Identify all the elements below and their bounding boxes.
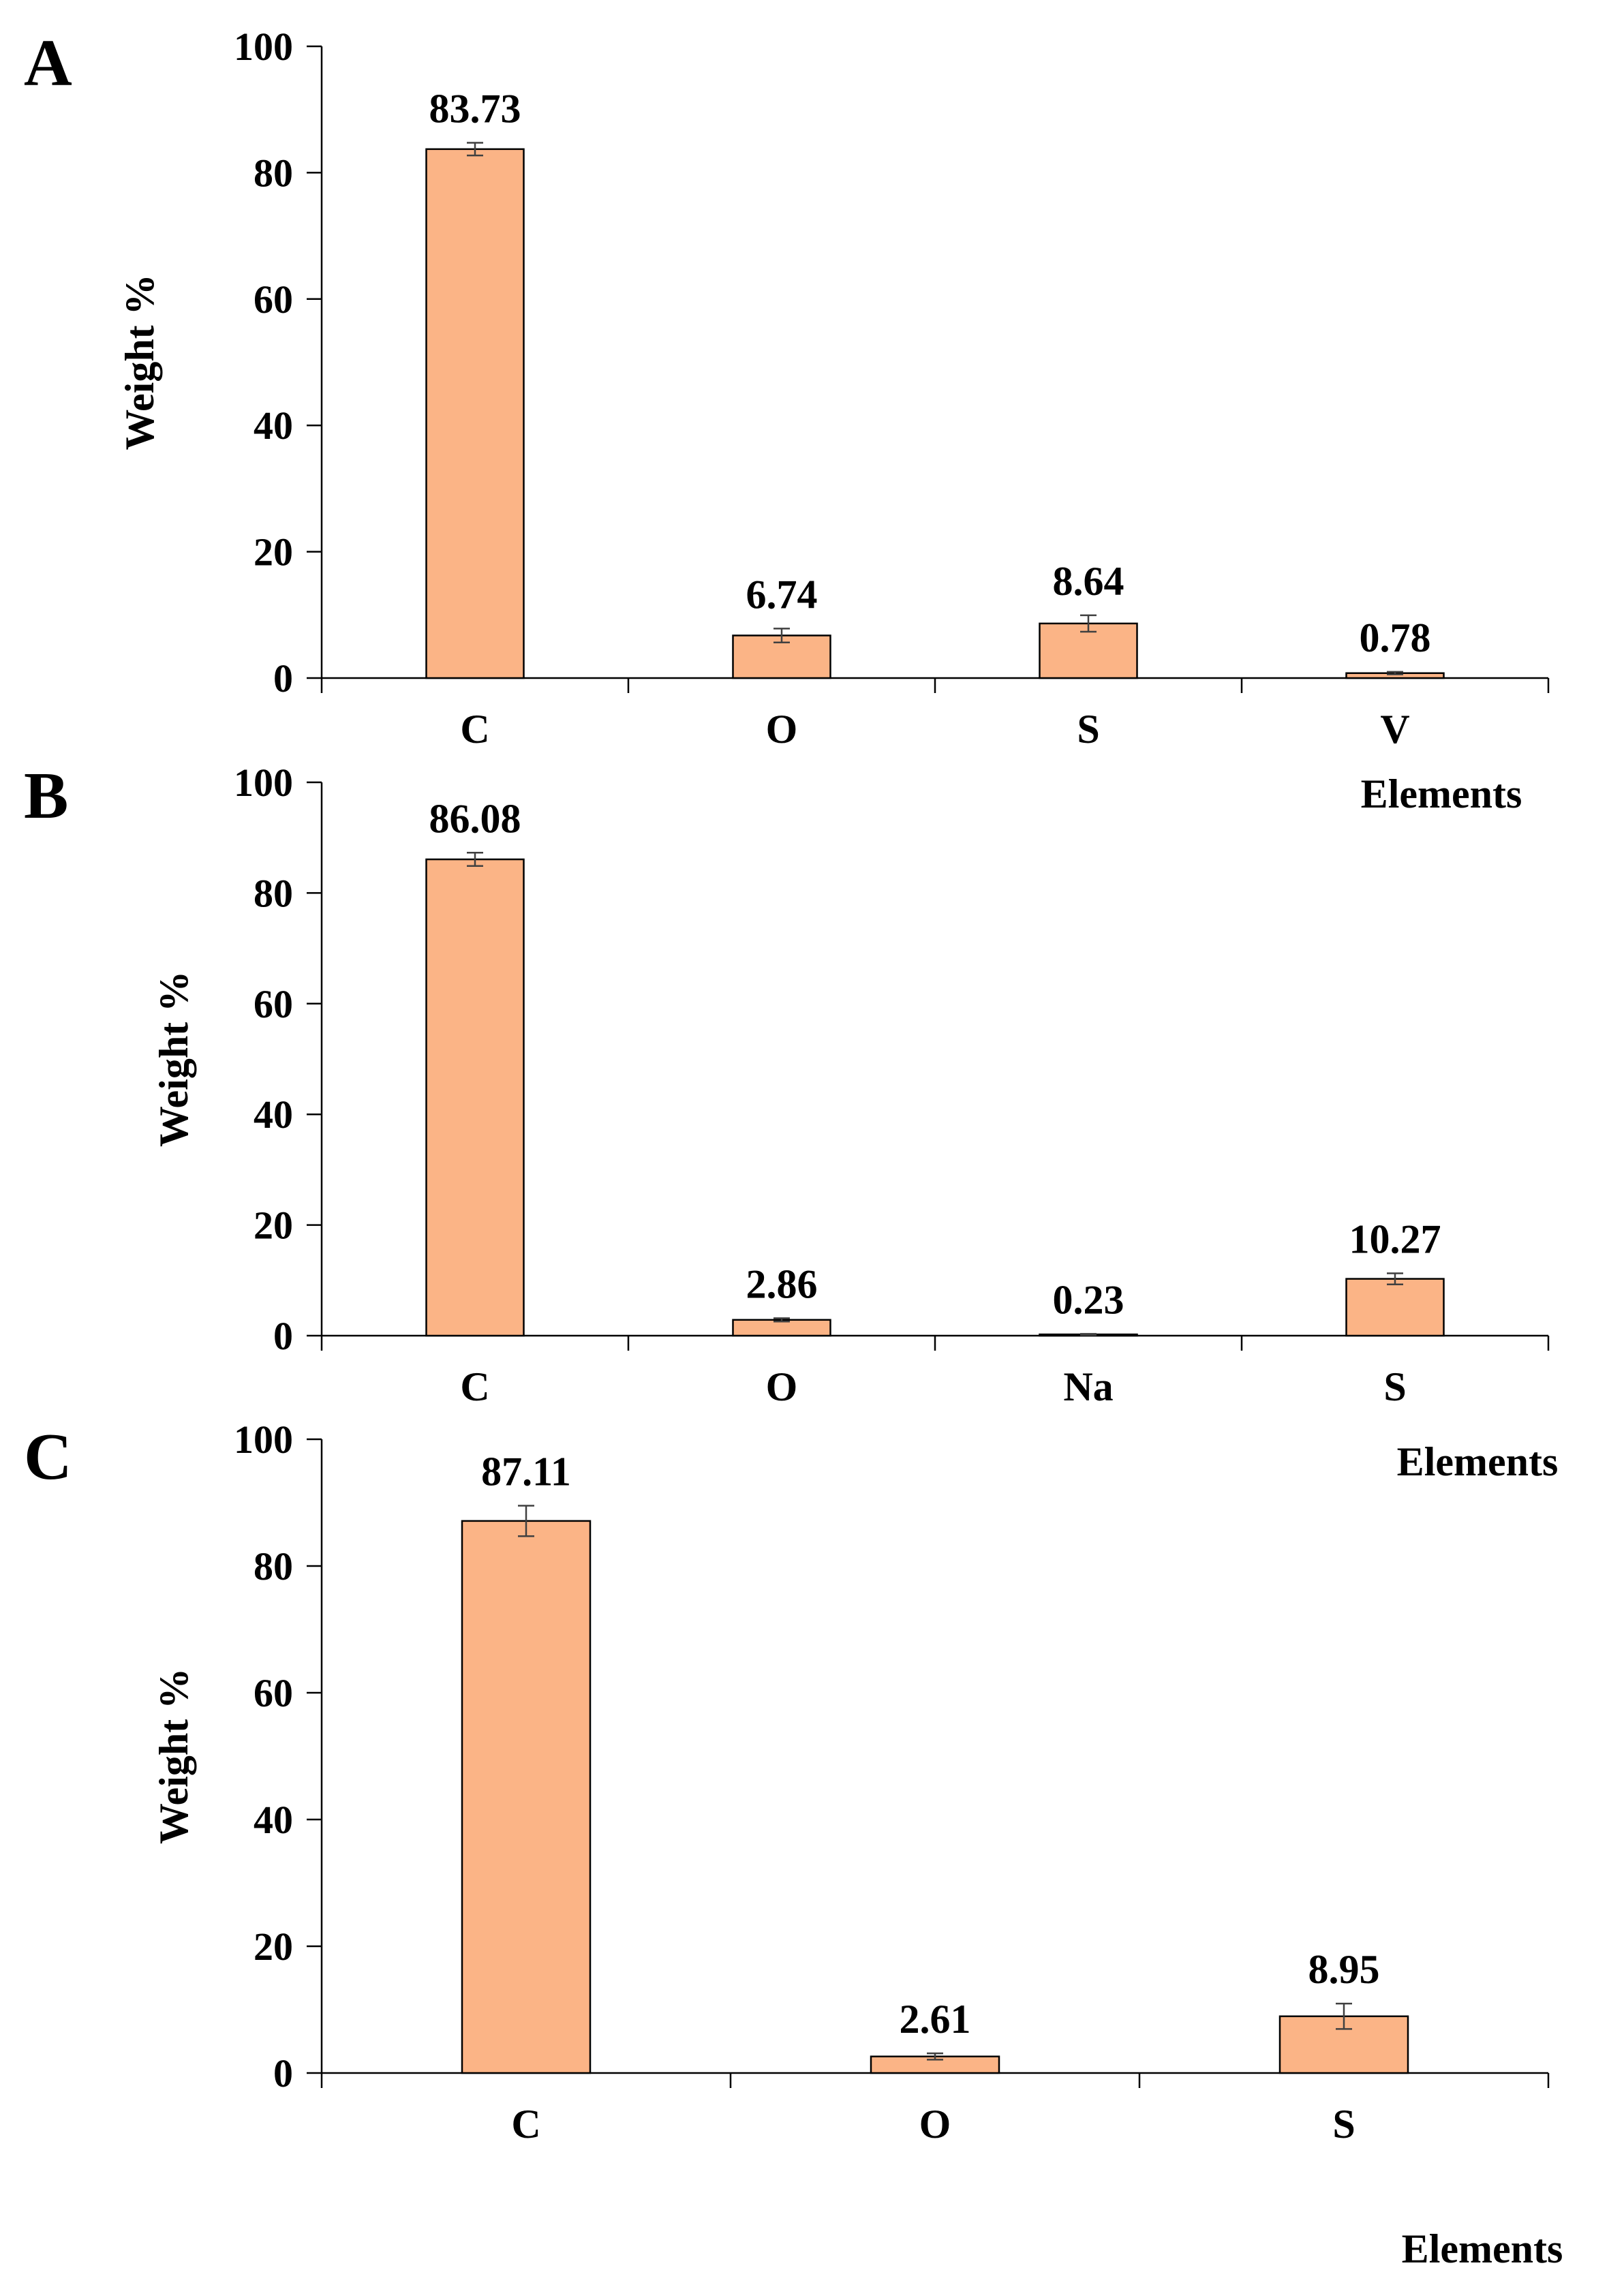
y-tick-label: 0 [273, 656, 293, 701]
x-tick-label: O [766, 707, 798, 752]
error-bar [1080, 1333, 1097, 1336]
bar-s [1039, 622, 1138, 679]
y-tick-label: 60 [254, 277, 293, 322]
x-tick-label: V [1380, 707, 1409, 752]
bar-o [732, 634, 831, 679]
y-tick-label: 60 [254, 982, 293, 1026]
y-tick-label: 60 [254, 1671, 293, 1715]
chart-panel-c: C 0 20 40 60 80 100 87.11 C 2.61 O 8.95 S Weight % Ele… [24, 1417, 1563, 2271]
data-label: 10.27 [1349, 1216, 1441, 1261]
panel-label: A [24, 27, 72, 100]
y-tick-label: 80 [254, 1544, 293, 1588]
bar-c [425, 148, 525, 679]
x-tick-label: C [511, 2102, 540, 2147]
error-bar [467, 142, 483, 157]
data-label: 86.08 [429, 796, 521, 841]
error-bar [773, 1317, 790, 1323]
error-bar [1336, 2002, 1352, 2030]
x-axis-title: Elements [1397, 1439, 1559, 1484]
panel-label: B [24, 759, 68, 833]
bar-s [1345, 1278, 1445, 1337]
error-bar [518, 1505, 534, 1537]
x-tick-label: S [1332, 2102, 1355, 2147]
data-label: 8.95 [1308, 1947, 1380, 1992]
y-tick-label: 40 [254, 403, 293, 448]
x-axis-title: Elements [1361, 771, 1522, 816]
data-label: 2.86 [746, 1261, 818, 1306]
data-label: 87.11 [481, 1449, 571, 1494]
data-label: 6.74 [746, 572, 818, 617]
x-axis-title: Elements [1402, 2226, 1563, 2271]
x-tick-label: O [919, 2102, 951, 2147]
bar-c [461, 1520, 592, 2074]
y-tick-label: 40 [254, 1092, 293, 1137]
x-tick-label: S [1077, 707, 1099, 752]
data-label: 0.78 [1360, 615, 1431, 660]
y-tick-label: 40 [254, 1798, 293, 1842]
y-axis-title: Weight % [117, 274, 162, 450]
chart-panel-b: B 0 20 40 60 80 100 86.08 C 2.86 O 0.23 Na 10.27 S Weig… [24, 759, 1558, 1484]
x-tick-label: C [460, 1364, 489, 1409]
error-bar [773, 628, 790, 643]
data-label: 8.64 [1053, 559, 1124, 604]
x-tick-label: C [460, 707, 489, 752]
y-tick-label: 20 [254, 1203, 293, 1248]
x-tick-label: S [1383, 1364, 1406, 1409]
panel-label: C [24, 1420, 72, 1494]
y-tick-label: 100 [234, 761, 293, 805]
chart-panel-a: A 0 20 40 60 80 100 83.73 C 6.74 O 8.64 S 0.78 V Weight… [24, 25, 1550, 816]
y-tick-label: 0 [273, 2051, 293, 2096]
error-bar [1387, 1272, 1403, 1285]
y-tick-label: 20 [254, 1924, 293, 1969]
y-tick-label: 100 [234, 1417, 293, 1462]
error-bar [927, 2052, 943, 2061]
y-axis-title: Weight % [151, 1668, 196, 1844]
bar-c [425, 858, 525, 1337]
data-label: 0.23 [1053, 1277, 1124, 1322]
error-bar [1387, 671, 1403, 675]
x-tick-label: Na [1063, 1364, 1113, 1409]
y-tick-label: 100 [234, 25, 293, 69]
error-bar [467, 852, 483, 868]
error-bar [1080, 614, 1097, 633]
y-tick-label: 20 [254, 530, 293, 574]
data-label: 83.73 [429, 87, 521, 132]
x-tick-label: O [766, 1364, 798, 1409]
y-tick-label: 80 [254, 871, 293, 915]
data-label: 2.61 [900, 1997, 971, 2042]
y-tick-label: 80 [254, 151, 293, 195]
y-axis-title: Weight % [151, 971, 196, 1147]
y-tick-label: 0 [273, 1314, 293, 1358]
